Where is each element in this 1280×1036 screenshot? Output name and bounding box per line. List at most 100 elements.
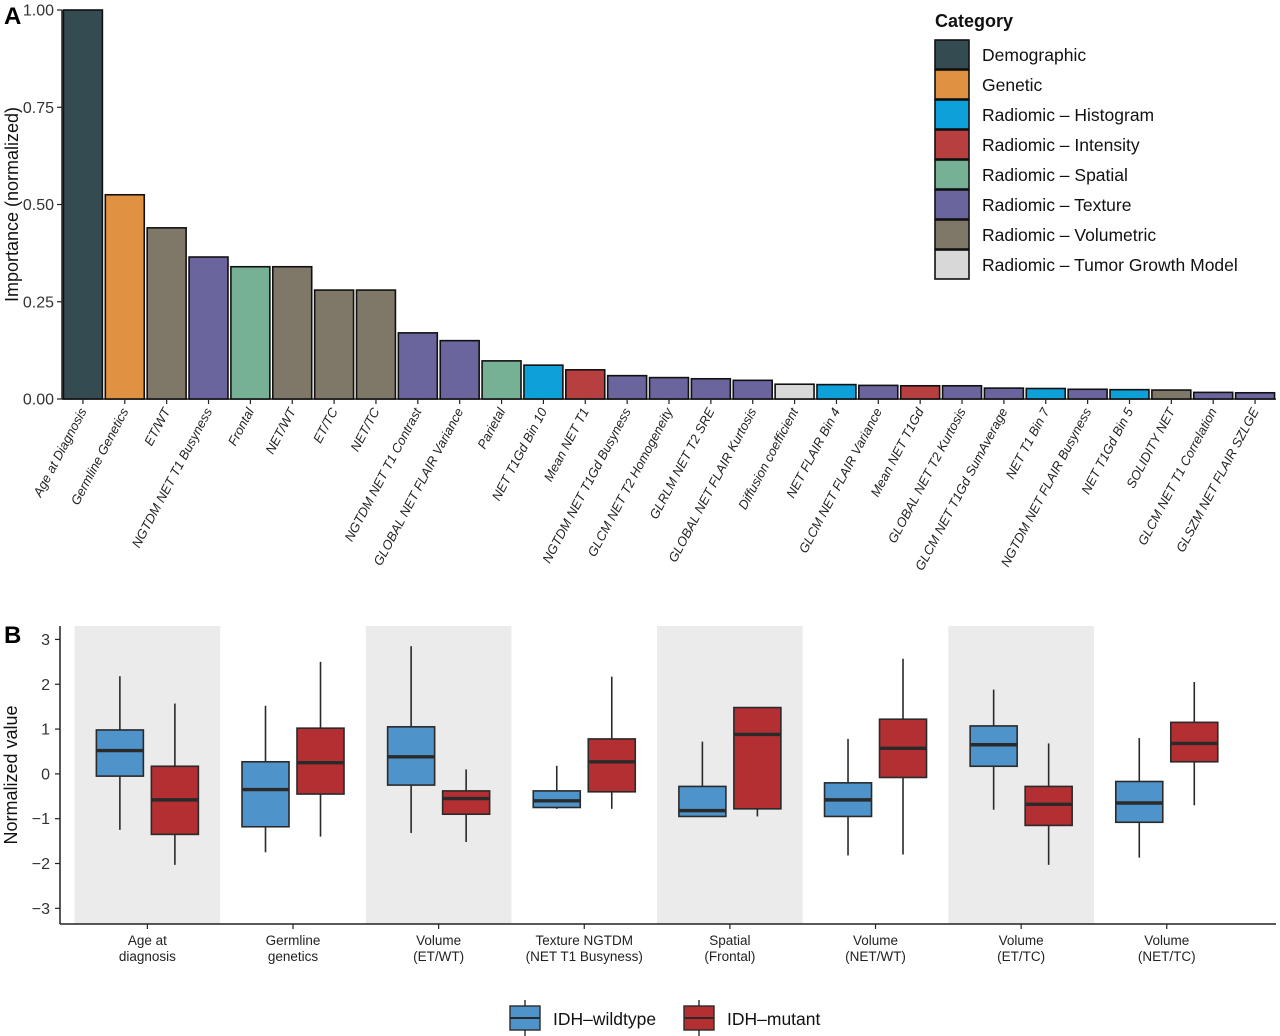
group-label-volume-et-wt: Volume	[416, 933, 461, 948]
bar-age-at-diagnosis	[62, 9, 104, 400]
group-label-volume-et-tc: (ET/TC)	[997, 949, 1045, 964]
panel-b-background-bands	[74, 626, 1094, 924]
category-label-net-wt: NET/WT	[262, 404, 299, 456]
legend-swatch-radiomic-histogram	[934, 99, 970, 130]
bar-et-tc	[313, 289, 355, 400]
legend-label-radiomic-tumor-growth-model: Radiomic – Tumor Growth Model	[982, 255, 1238, 275]
panel-b-y-tick-label: 1	[41, 722, 50, 739]
category-label-global-net-t2-kurtosis: GLOBAL NET T2 Kurtosis	[885, 405, 969, 546]
bar-solidity-net	[1151, 389, 1192, 400]
bar-net-t1-bin-7	[1025, 387, 1067, 400]
group-label-volume-net-tc: Volume	[1144, 933, 1189, 948]
panel-a-y-tick-label: 0.25	[23, 294, 54, 311]
panel-b-y-tick-label: −1	[32, 811, 50, 828]
panel-b-legend: IDH–wildtype IDH–mutant	[509, 1000, 821, 1036]
box-idh-mutant-2	[296, 661, 345, 837]
bar-glrlm-net-t2-sre	[690, 377, 732, 400]
legend-swatch-demographic	[934, 39, 970, 70]
box-body	[733, 706, 782, 810]
box-idh-wildtype-8	[1114, 738, 1164, 858]
box-idh-wildtype-1	[95, 676, 145, 830]
panel-b-y-axis-title: Normalized value	[1, 705, 21, 844]
legend-swatch-genetic	[934, 69, 970, 100]
panel-b-y-tick-label: −3	[32, 901, 50, 918]
bar-glcm-net-t1gd-sumaverage	[983, 387, 1025, 400]
legend-label-radiomic-texture: Radiomic – Texture	[982, 195, 1131, 215]
background-band	[948, 626, 1094, 924]
group-label-volume-et-wt: (ET/WT)	[413, 949, 464, 964]
group-label-texture-ngtdm-net-t1-busyness: Texture NGTDM	[536, 933, 634, 948]
bar-glszm-net-flair-szlge	[1234, 391, 1276, 400]
bar-net-t1gd-bin-10	[523, 364, 564, 400]
box-body	[241, 760, 290, 828]
category-label-net-tc: NET/TC	[347, 405, 383, 454]
legend-swatch-radiomic-spatial	[934, 159, 970, 190]
group-label-spatial-frontal: Spatial	[709, 933, 750, 948]
group-label-spatial-frontal: (Frontal)	[704, 949, 755, 964]
box-body	[587, 738, 637, 793]
panel-a-y-tick-label: 1.00	[23, 3, 54, 20]
legend-swatch-radiomic-tumor-growth-model	[934, 249, 970, 280]
bar-frontal	[230, 265, 271, 400]
panel-b-axes: −3 −2 −1 0 1 2 3	[32, 626, 1276, 925]
bar-global-net-t2-kurtosis	[941, 384, 983, 400]
bar-mean-net-t1	[565, 369, 606, 400]
category-label-et-wt: ET/WT	[141, 404, 174, 448]
group-label-texture-ngtdm-net-t1-busyness: (NET T1 Busyness)	[526, 949, 643, 964]
bar-ngtdm-net-t1-busyness	[188, 256, 229, 400]
box-idh-mutant-1	[150, 703, 200, 865]
box-idh-wildtype-5	[678, 741, 727, 818]
category-label-ngtdm-net-t1-busyness: NGTDM NET T1 Busyness	[129, 405, 216, 550]
bar-global-net-flair-variance	[439, 339, 480, 400]
legend-label-radiomic-volumetric: Radiomic – Volumetric	[982, 225, 1156, 245]
panel-b-label: B	[4, 622, 21, 649]
panel-a-y-tick-label: 0.00	[23, 392, 54, 409]
box-idh-wildtype-3	[386, 646, 436, 834]
panel-b-y-tick-label: 0	[41, 766, 50, 783]
bar-net-t1gd-bin-5	[1109, 388, 1150, 400]
box-idh-wildtype-4	[532, 765, 582, 809]
box-idh-mutant-7	[1024, 743, 1073, 865]
group-label-volume-net-wt: (NET/WT)	[845, 949, 906, 964]
box-body	[441, 790, 491, 816]
bar-ngtdm-net-t1gd-busyness	[606, 374, 648, 400]
bar-net-flair-bin-4	[816, 383, 857, 400]
box-idh-mutant-4	[587, 676, 637, 809]
category-label-glcm-net-t2-homogeneity: GLCM NET T2 Homogeneity	[584, 404, 676, 559]
legend-title: Category	[935, 11, 1013, 31]
panel-b-boxes	[95, 646, 1219, 865]
group-label-volume-net-tc: (NET/TC)	[1138, 949, 1196, 964]
category-label-glcm-net-flair-variance: GLCM NET FLAIR Variance	[796, 405, 885, 555]
bar-glcm-net-flair-variance	[858, 384, 899, 400]
panel-a-y-tick-label: 0.50	[23, 197, 54, 214]
panel-a-legend: Category Demographic Genetic Radiomic – His…	[934, 11, 1238, 280]
bar-parietal	[481, 360, 522, 400]
panel-a-y-axis-title: Importance (normalized)	[2, 107, 22, 302]
group-label-age-at-diagnosis: diagnosis	[119, 949, 176, 964]
bar-et-wt	[146, 227, 187, 400]
bar-global-net-flair-kurtosis	[732, 379, 773, 400]
box-idh-mutant-5	[733, 706, 782, 817]
panel-b-y-tick-label: 3	[41, 632, 50, 649]
panel-a-bars	[62, 9, 1276, 400]
group-label-germline-genetics: genetics	[268, 949, 319, 964]
panel-b-y-tick-label: 2	[41, 677, 50, 694]
legend-swatch-radiomic-texture	[934, 189, 970, 220]
box-idh-mutant-3	[441, 769, 491, 842]
bar-ngtdm-net-flair-busyness	[1067, 388, 1108, 400]
box-idh-wildtype-6	[823, 738, 873, 856]
bar-net-wt	[271, 265, 313, 400]
legend-label-radiomic-histogram: Radiomic – Histogram	[982, 105, 1154, 125]
panel-a-label: A	[4, 3, 21, 30]
bar-mean-net-t1gd	[899, 384, 941, 400]
category-label-ngtdm-net-t1-contrast: NGTDM NET T1 Contrast	[341, 404, 425, 544]
bar-glcm-net-t1-correlation	[1192, 391, 1234, 400]
category-label-et-tc: ET/TC	[310, 405, 341, 446]
legend-label-genetic: Genetic	[982, 75, 1043, 95]
legend-item-idh-wildtype: IDH–wildtype	[509, 1000, 656, 1036]
box-idh-wildtype-2	[241, 705, 290, 853]
group-label-volume-net-wt: Volume	[853, 933, 898, 948]
bar-glcm-net-t2-homogeneity	[648, 376, 690, 400]
